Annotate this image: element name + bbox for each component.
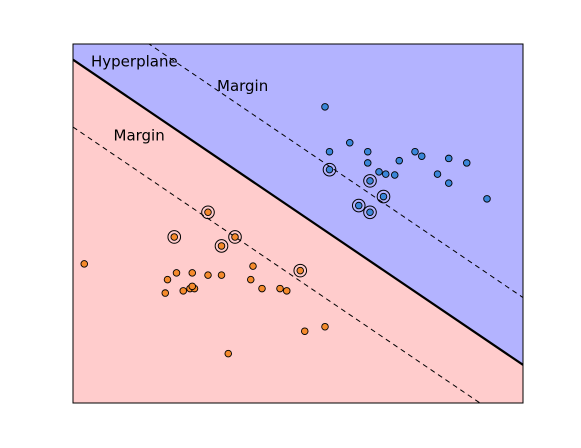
positive-point-15 (463, 159, 471, 167)
negative-support-vector-2 (201, 205, 215, 220)
positive-point-2 (325, 147, 334, 156)
positive-support-vector-5 (376, 189, 391, 204)
positive-point-9 (395, 156, 404, 165)
positive-support-vector-4 (363, 205, 377, 220)
positive-point-10 (411, 147, 419, 156)
positive-point-3 (346, 138, 354, 147)
negative-point-4 (188, 269, 196, 277)
negative-support-vector-3 (214, 239, 229, 253)
positive-point-19 (355, 201, 363, 210)
positive-point-12 (433, 170, 442, 178)
negative-support-vector-4 (228, 230, 242, 244)
margin-line-1 (148, 44, 523, 298)
annotation-3: Margin (114, 126, 165, 144)
negative-point-14 (283, 287, 291, 295)
positive-point-11 (418, 152, 426, 160)
positive-point-7 (382, 170, 390, 178)
negative-point-1 (80, 260, 88, 268)
negative-point-21 (231, 233, 239, 241)
positive-point-1 (321, 103, 329, 111)
positive-point-20 (366, 208, 374, 217)
negative-point-22 (296, 266, 305, 275)
negative-support-vector-1 (167, 230, 182, 244)
negative-point-11 (188, 282, 196, 291)
annotation-1: Hyperplane (91, 52, 178, 70)
positive-support-vector-1 (322, 162, 337, 177)
negative-point-13 (224, 349, 232, 358)
positive-support-vector-3 (351, 198, 366, 213)
negative-point-3 (172, 269, 181, 277)
labels-layer: Hyperplane Margin Margin (91, 52, 268, 144)
negative-support-vector-5 (293, 263, 308, 278)
positive-point-21 (379, 192, 388, 201)
positive-point-14 (445, 154, 453, 163)
negative-point-16 (321, 322, 329, 331)
negative-point-6 (217, 271, 226, 279)
positive-point-16 (483, 195, 491, 203)
positive-point-17 (325, 165, 334, 174)
positive-support-vector-2 (363, 174, 377, 188)
negative-point-12 (179, 287, 187, 295)
positive-point-5 (364, 159, 372, 167)
negative-point-7 (246, 275, 255, 284)
positive-point-8 (391, 171, 399, 179)
negative-point-15 (301, 327, 309, 335)
negative-point-24 (276, 284, 284, 293)
negative-point-17 (161, 289, 169, 297)
positive-region (73, 44, 523, 365)
negative-point-20 (217, 242, 226, 250)
hyperplane-line (73, 58, 523, 366)
annotation-2: Margin (217, 77, 268, 95)
positive-point-18 (366, 177, 374, 185)
margin-line-2 (73, 126, 481, 403)
positive-point-4 (364, 147, 372, 156)
positive-point-6 (375, 168, 383, 176)
negative-point-5 (204, 271, 212, 279)
positive-point-13 (445, 179, 453, 187)
negative-point-19 (204, 208, 212, 217)
plot-area (73, 44, 523, 403)
negative-point-2 (163, 275, 172, 284)
negative-point-23 (249, 262, 257, 270)
negative-point-18 (170, 233, 178, 241)
negative-point-8 (258, 284, 266, 293)
plot-frame (72, 43, 524, 404)
